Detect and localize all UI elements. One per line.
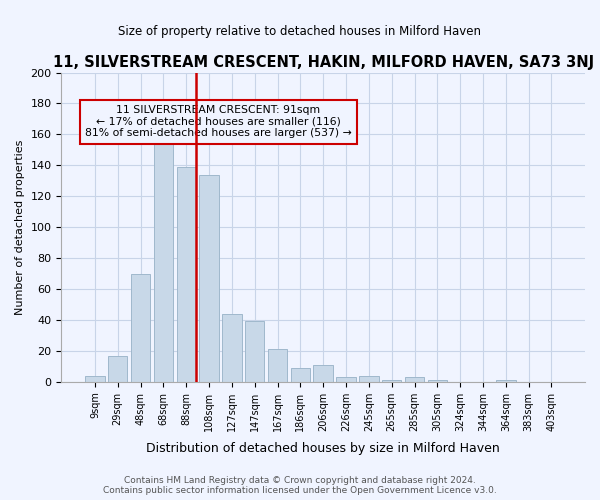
Bar	[85, 376, 104, 382]
Bar	[222, 314, 242, 382]
Bar	[496, 380, 515, 382]
Bar	[154, 134, 173, 382]
Bar	[268, 350, 287, 382]
Bar	[108, 356, 127, 382]
Bar	[337, 377, 356, 382]
Title: 11, SILVERSTREAM CRESCENT, HAKIN, MILFORD HAVEN, SA73 3NJ: 11, SILVERSTREAM CRESCENT, HAKIN, MILFOR…	[53, 55, 594, 70]
Bar	[313, 365, 333, 382]
Bar	[245, 322, 265, 382]
Text: 11 SILVERSTREAM CRESCENT: 91sqm
← 17% of detached houses are smaller (116)
81% o: 11 SILVERSTREAM CRESCENT: 91sqm ← 17% of…	[85, 105, 352, 138]
Bar	[290, 368, 310, 382]
Bar	[382, 380, 401, 382]
Bar	[176, 167, 196, 382]
Bar	[199, 174, 219, 382]
Bar	[428, 380, 447, 382]
Bar	[131, 274, 150, 382]
Bar	[405, 377, 424, 382]
X-axis label: Distribution of detached houses by size in Milford Haven: Distribution of detached houses by size …	[146, 442, 500, 455]
Bar	[359, 376, 379, 382]
Y-axis label: Number of detached properties: Number of detached properties	[15, 140, 25, 315]
Text: Size of property relative to detached houses in Milford Haven: Size of property relative to detached ho…	[119, 24, 482, 38]
Text: Contains HM Land Registry data © Crown copyright and database right 2024.
Contai: Contains HM Land Registry data © Crown c…	[103, 476, 497, 495]
